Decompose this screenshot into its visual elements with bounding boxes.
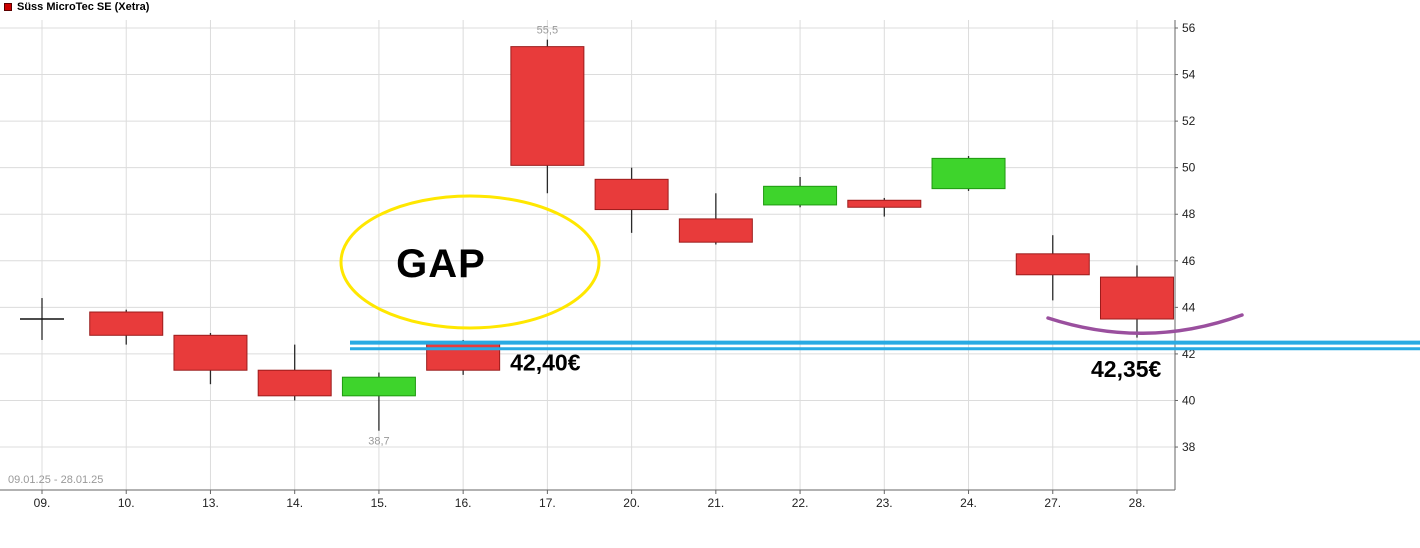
candle-body [89, 311, 164, 336]
y-tick-label: 54 [1182, 68, 1196, 82]
series-marker-icon [4, 3, 12, 11]
x-tick-label: 23. [876, 496, 893, 510]
x-tick-label: 09. [34, 496, 51, 510]
candle-body [594, 178, 669, 211]
candle-body [426, 341, 501, 371]
x-tick-label: 22. [792, 496, 809, 510]
x-tick-label: 24. [960, 496, 977, 510]
high-value-label: 55,5 [537, 25, 558, 37]
candle-body [341, 376, 416, 397]
x-tick-label: 13. [202, 496, 219, 510]
candle-body [931, 157, 1006, 190]
gap-label: GAP [396, 242, 486, 286]
gap-ellipse [339, 194, 601, 330]
x-tick-label: 27. [1044, 496, 1061, 510]
candle-body [678, 218, 753, 243]
x-tick-label: 14. [286, 496, 303, 510]
x-tick-label: 20. [623, 496, 640, 510]
y-tick-label: 50 [1182, 161, 1196, 175]
candle-body [173, 334, 248, 371]
y-tick-label: 46 [1182, 254, 1196, 268]
chart-title: Süss MicroTec SE (Xetra) [17, 1, 150, 13]
support-price-label: 42,35€ [1091, 356, 1162, 382]
y-tick-label: 52 [1182, 114, 1196, 128]
bounce-curve [1046, 313, 1244, 336]
x-tick-label: 15. [371, 496, 388, 510]
candle-body [847, 199, 922, 208]
period-label: 09.01.25 - 28.01.25 [8, 474, 104, 486]
candle-body [1015, 253, 1090, 276]
legend: Süss MicroTec SE (Xetra) [4, 1, 149, 13]
low-value-label: 38,7 [368, 436, 389, 448]
x-tick-label: 28. [1129, 496, 1146, 510]
y-tick-label: 40 [1182, 393, 1196, 407]
x-tick-label: 21. [707, 496, 724, 510]
x-tick-label: 10. [118, 496, 135, 510]
y-tick-label: 48 [1182, 207, 1196, 221]
x-tick-label: 17. [539, 496, 556, 510]
y-tick-label: 56 [1182, 21, 1196, 35]
x-tick-label: 16. [455, 496, 472, 510]
y-tick-label: 38 [1182, 440, 1196, 454]
y-tick-label: 44 [1182, 300, 1196, 314]
candle-body [1099, 276, 1174, 320]
candle-body [257, 369, 332, 397]
support-price-label: 42,40€ [510, 350, 581, 376]
candle-body [510, 46, 585, 166]
y-tick-label: 42 [1182, 347, 1196, 361]
candle-body [763, 185, 838, 206]
